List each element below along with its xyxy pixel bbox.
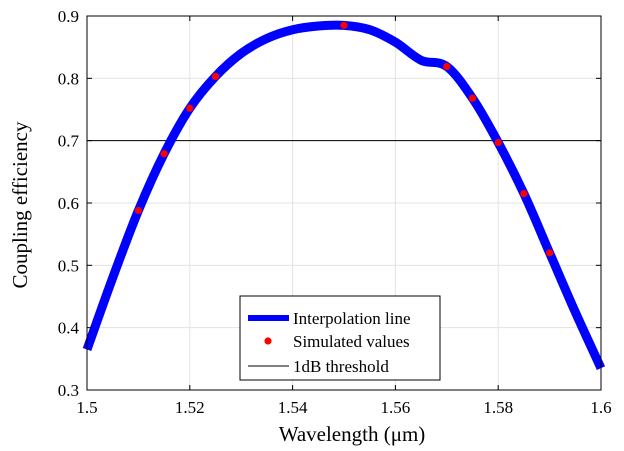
legend-label-interpolation-line: Interpolation line (293, 309, 411, 328)
y-axis-title: Coupling efficiency (8, 121, 32, 288)
simulated-value-point (443, 62, 451, 71)
tick-marks (86, 15, 602, 391)
x-tick-label: 1.6 (590, 398, 611, 417)
simulated-value-point (520, 190, 528, 198)
legend-label-simulated-values: Simulated values (293, 332, 410, 351)
simulated-markers (134, 21, 554, 257)
y-tick-label: 0.5 (58, 256, 79, 275)
y-tick-label: 0.4 (58, 319, 80, 338)
simulated-value-point (546, 249, 554, 257)
x-tick-label: 1.5 (76, 398, 97, 417)
y-tick-label: 0.6 (58, 194, 79, 213)
simulated-value-point (494, 138, 502, 147)
x-tick-label: 1.58 (483, 398, 513, 417)
legend-label-1db-threshold: 1dB threshold (293, 357, 389, 376)
x-tick-label: 1.52 (175, 398, 205, 417)
x-tick-label: 1.54 (278, 398, 308, 417)
simulated-value-point (186, 104, 194, 112)
simulated-value-point (340, 21, 348, 29)
y-tick-label: 0.3 (58, 381, 79, 400)
y-tick-label: 0.7 (58, 132, 80, 151)
simulated-value-point (211, 72, 220, 81)
y-tick-labels: 0.3 0.4 0.5 0.6 0.7 0.8 0.9 (58, 7, 80, 400)
legend-swatch-simulated-values (264, 337, 272, 345)
x-axis-title: Wavelength (μm) (279, 422, 426, 446)
legend: Interpolation line Simulated values 1dB … (239, 295, 441, 381)
simulated-value-point (468, 94, 477, 102)
simulated-value-point (160, 150, 168, 158)
simulated-value-point (134, 206, 142, 215)
x-tick-labels: 1.5 1.52 1.54 1.56 1.58 1.6 (76, 398, 611, 417)
y-tick-label: 0.8 (58, 69, 79, 88)
y-tick-label: 0.9 (58, 7, 79, 26)
x-tick-label: 1.56 (381, 398, 411, 417)
